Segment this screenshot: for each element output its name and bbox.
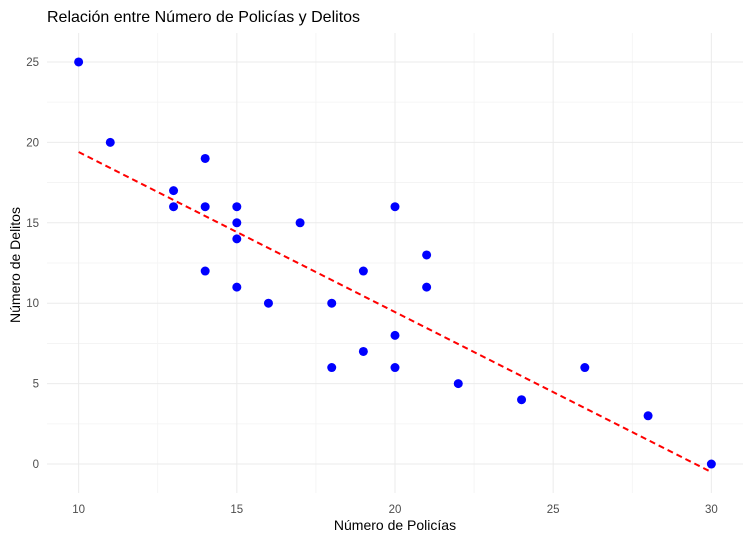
data-points	[74, 57, 716, 469]
x-axis-ticks: 10 15 20 25 30	[72, 504, 718, 516]
data-point	[706, 459, 716, 469]
x-tick-label: 15	[230, 504, 243, 516]
x-axis-title: Número de Policías	[334, 517, 456, 533]
data-point	[295, 218, 305, 228]
data-point	[200, 202, 210, 212]
data-point	[390, 202, 400, 212]
y-axis-ticks: 0 5 10 15 20 25	[26, 57, 39, 471]
trend-line	[78, 151, 712, 473]
data-point	[232, 218, 242, 228]
data-point	[200, 266, 210, 276]
y-tick-label: 25	[26, 57, 39, 69]
data-point	[358, 266, 368, 276]
data-point	[263, 298, 273, 308]
data-point	[453, 379, 463, 389]
x-tick-label: 10	[72, 504, 85, 516]
data-point	[74, 57, 84, 67]
y-tick-label: 5	[33, 379, 39, 391]
y-tick-label: 0	[33, 459, 39, 471]
y-tick-label: 15	[26, 218, 39, 230]
data-point	[232, 202, 242, 212]
data-point	[327, 363, 337, 373]
chart-title: Relación entre Número de Policías y Deli…	[47, 9, 360, 26]
data-point	[422, 250, 432, 260]
data-point	[580, 363, 590, 373]
y-tick-label: 20	[26, 137, 39, 149]
data-point	[327, 298, 337, 308]
data-point	[200, 153, 210, 163]
x-tick-label: 20	[389, 504, 402, 516]
data-point	[232, 282, 242, 292]
x-tick-label: 30	[705, 504, 718, 516]
trend-line-group	[78, 151, 712, 473]
data-point	[422, 282, 432, 292]
data-point	[643, 411, 653, 421]
y-axis-title: Número de Delitos	[7, 207, 23, 323]
data-point	[390, 363, 400, 373]
data-point	[517, 395, 527, 405]
data-point	[390, 330, 400, 340]
data-point	[169, 202, 179, 212]
data-point	[105, 137, 115, 147]
data-point	[358, 346, 368, 356]
data-point	[169, 186, 179, 196]
grid	[47, 33, 743, 493]
y-tick-label: 10	[26, 298, 39, 310]
x-tick-label: 25	[547, 504, 560, 516]
data-point	[232, 234, 242, 244]
